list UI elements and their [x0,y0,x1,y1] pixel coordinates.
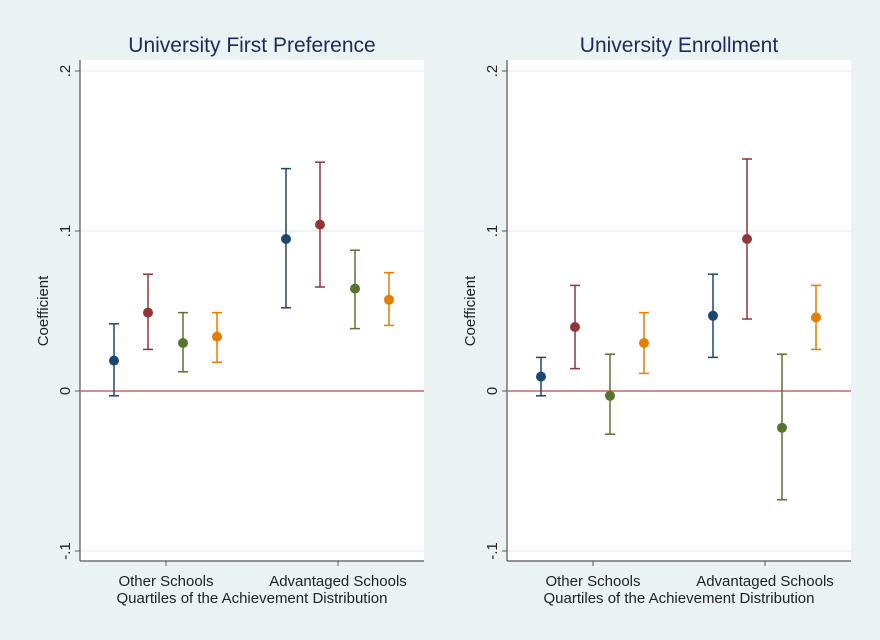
data-point [281,234,291,244]
x-tick-label: Advantaged Schools [269,573,407,590]
y-axis-title: Coefficient [462,275,479,346]
ci-errorbar-quartile-2 [570,284,580,370]
ci-errorbar-quartile-1 [281,167,291,309]
ci-errorbar-quartile-4 [384,271,394,327]
y-tick-label: .2 [484,65,501,78]
x-tick-label: Other Schools [545,573,640,590]
data-point [570,322,580,332]
data-point [811,312,821,323]
data-point [742,234,752,244]
data-point [384,294,394,305]
chart-title: University First Preference [128,34,375,57]
data-point [708,310,718,321]
data-point [777,422,787,433]
ci-errorbar-quartile-1 [109,323,119,397]
ci-errorbar-quartile-2 [742,158,752,320]
data-point [536,371,546,382]
data-point [109,355,119,366]
x-axis-title: Quartiles of the Achievement Distributio… [117,590,388,607]
ci-errorbar-quartile-3 [178,311,188,373]
data-point [178,338,188,348]
ci-errorbar-quartile-2 [315,161,325,288]
x-tick-label: Advantaged Schools [696,573,834,590]
x-axis-title: Quartiles of the Achievement Distributio… [544,590,815,607]
ci-errorbar-quartile-3 [605,353,615,435]
data-point [315,219,325,230]
y-tick-label: .1 [57,225,74,238]
y-tick-label: .2 [57,65,74,78]
data-point [605,390,615,401]
data-point [143,307,153,318]
y-tick-label: 0 [484,387,501,395]
data-point [212,331,222,342]
plot-area [80,60,424,561]
ci-errorbar-quartile-3 [350,249,360,330]
ci-errorbar-quartile-1 [536,356,546,397]
data-point [350,283,360,294]
y-axis-title: Coefficient [35,275,52,346]
plot-area [507,60,851,561]
ci-errorbar-quartile-4 [639,311,649,375]
y-tick-label: -.1 [484,542,501,560]
ci-errorbar-quartile-3 [777,353,787,501]
ci-errorbar-quartile-4 [212,311,222,363]
panel-university-first-preference: University First Preference Coefficient … [35,34,424,607]
panel-university-enrollment: University Enrollment Coefficient Quarti… [462,34,851,607]
ci-errorbar-quartile-1 [708,273,718,359]
y-tick-label: .1 [484,225,501,238]
chart-title: University Enrollment [580,34,779,57]
y-tick-label: -.1 [57,542,74,560]
x-tick-label: Other Schools [118,573,213,590]
y-tick-label: 0 [57,387,74,395]
ci-errorbar-quartile-2 [143,273,153,351]
data-point [639,338,649,348]
ci-errorbar-quartile-4 [811,284,821,351]
